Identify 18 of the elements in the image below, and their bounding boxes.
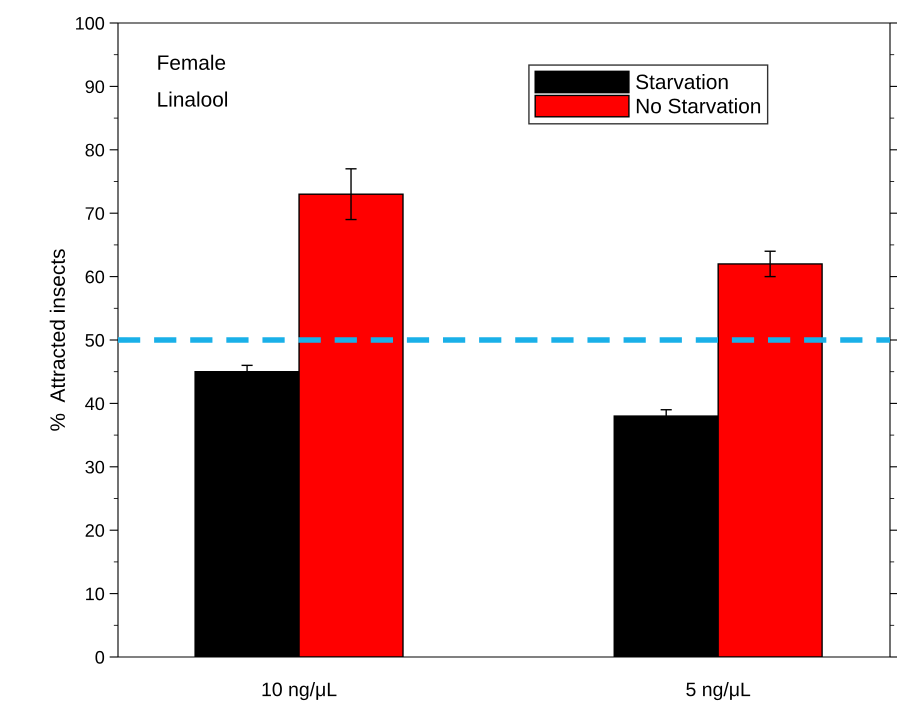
y-tick-label: 80: [86, 144, 104, 157]
y-axis-title: % Attracted insects: [50, 249, 66, 431]
y-tick-label: 60: [86, 270, 104, 284]
annotation: Female: [158, 54, 226, 70]
y-tick-label: 90: [86, 80, 104, 94]
y-tick-label: 20: [86, 524, 104, 537]
legend-label: Starvation: [636, 74, 728, 90]
x-tick-label: 5 ng/μL: [686, 682, 750, 700]
y-tick-label: 0: [95, 650, 104, 664]
y-tick-label: 10: [86, 588, 104, 600]
x-tick-label: 10 ng/μL: [262, 682, 336, 700]
y-tick-label: 50: [85, 334, 104, 347]
y-tick-label: 100: [76, 16, 104, 30]
y-tick-label: 70: [86, 207, 104, 220]
y-tick-label: 40: [85, 397, 104, 410]
y-tick-label: 30: [85, 460, 104, 474]
annotation: Linalool: [158, 91, 228, 107]
legend-label: No Starvation: [636, 98, 760, 114]
